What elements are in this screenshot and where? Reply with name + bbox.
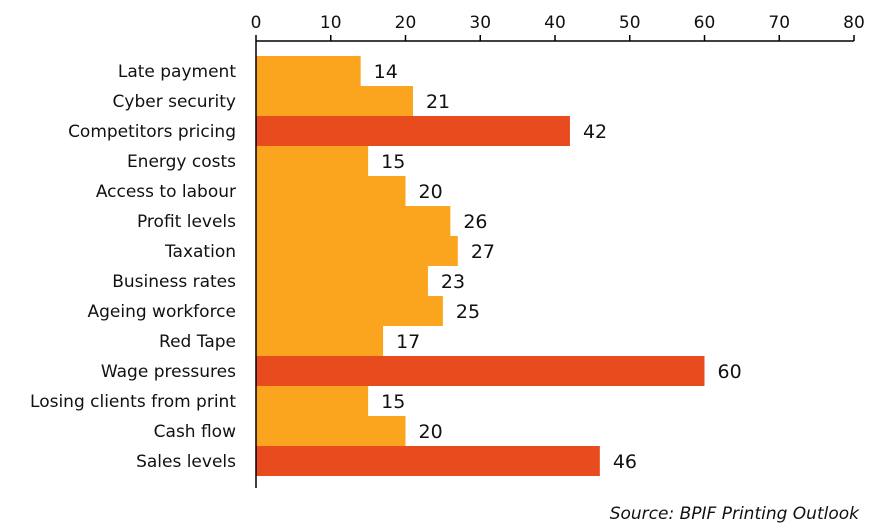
- value-label: 20: [419, 421, 443, 443]
- value-label: 15: [381, 391, 405, 413]
- category-label: Losing clients from print: [30, 392, 236, 412]
- bar-competitors-pricing: [256, 116, 570, 146]
- value-label: 60: [718, 361, 742, 383]
- bar-profit-levels: [256, 206, 451, 236]
- category-label: Business rates: [112, 272, 236, 292]
- category-label: Cash flow: [154, 422, 236, 442]
- category-label: Red Tape: [159, 332, 236, 352]
- axes-group: 0 10 20 30 40 50 60 70 80: [251, 13, 865, 488]
- value-label: 17: [396, 331, 420, 353]
- bar-cyber-security: [256, 86, 413, 116]
- x-tick-label: 80: [843, 13, 865, 33]
- value-label: 21: [426, 91, 450, 113]
- x-tick-label: 10: [320, 13, 342, 33]
- bar-late-payment: [256, 56, 361, 86]
- bar-taxation: [256, 236, 458, 266]
- x-tick-label: 20: [395, 13, 417, 33]
- bar-access-to-labour: [256, 176, 406, 206]
- x-tick-label: 70: [768, 13, 790, 33]
- source-note: Source: BPIF Printing Outlook: [610, 504, 860, 524]
- x-tick-label: 60: [694, 13, 716, 33]
- value-label: 23: [441, 271, 465, 293]
- category-label: Taxation: [164, 242, 236, 262]
- value-label: 46: [613, 451, 637, 473]
- category-label: Sales levels: [136, 452, 236, 472]
- value-label: 20: [419, 181, 443, 203]
- value-label: 15: [381, 151, 405, 173]
- labels-group: Late payment 14 Cyber security 21 Competitor…: [30, 61, 742, 473]
- bar-losing-clients-from-print: [256, 386, 369, 416]
- bar-sales-levels: [256, 446, 600, 476]
- category-label: Competitors pricing: [68, 122, 236, 142]
- category-label: Energy costs: [127, 152, 236, 172]
- x-tick-label: 40: [544, 13, 566, 33]
- value-label: 25: [456, 301, 480, 323]
- category-label: Late payment: [118, 62, 236, 82]
- category-label: Profit levels: [137, 212, 236, 232]
- x-tick-label: 0: [251, 13, 262, 33]
- bar-ageing-workforce: [256, 296, 443, 326]
- category-label: Access to labour: [96, 182, 236, 202]
- value-label: 26: [463, 211, 487, 233]
- value-label: 27: [471, 241, 495, 263]
- bar-red-tape: [256, 326, 384, 356]
- category-label: Wage pressures: [101, 362, 236, 382]
- bar-business-rates: [256, 266, 428, 296]
- bar-wage-pressures: [256, 356, 705, 386]
- value-label: 42: [583, 121, 607, 143]
- bars-group: [256, 56, 705, 476]
- bar-cash-flow: [256, 416, 406, 446]
- x-tick-label: 50: [619, 13, 641, 33]
- category-label: Ageing workforce: [87, 302, 236, 322]
- bar-energy-costs: [256, 146, 369, 176]
- value-label: 14: [374, 61, 398, 83]
- category-label: Cyber security: [113, 92, 236, 112]
- x-tick-label: 30: [469, 13, 491, 33]
